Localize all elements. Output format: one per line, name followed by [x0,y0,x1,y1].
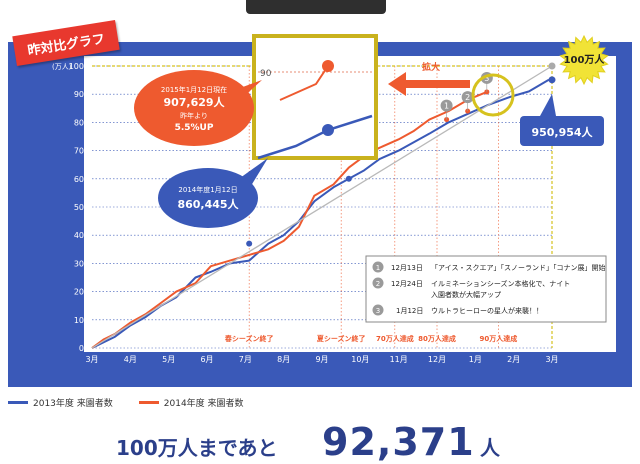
remaining-unit: 人 [480,436,500,460]
series-2013-endpoint [548,76,556,84]
goal-badge: 100万人 [559,34,609,86]
y-tick-label: 20 [74,288,84,297]
annotation-label: 80万人達成 [418,334,456,343]
y-tick-label: 50 [74,203,84,212]
callout-final-value: 950,954人 [531,125,593,139]
trend-line [91,65,553,349]
callout-2014: 2014年度1月12日 860,445人 [158,158,268,228]
legend-swatch [8,401,28,404]
legend-item-2014: 2014年度 来園者数 [138,396,244,409]
event-number: 1 [376,264,380,272]
callout-2014-value: 860,445人 [177,197,239,211]
x-tick-label: 3月 [85,355,98,364]
legend-item-2013: 2013年度 来園者数 [8,396,113,409]
event-date: 1月12日 [396,307,423,315]
x-tick-label: 5月 [162,355,175,364]
event-text: 「アイス・スクエア」「スノーランド」「コナン展」開始 [431,263,605,272]
y-tick-label: 10 [74,316,84,325]
zoom-line-2013 [257,114,373,160]
enlarge-arrow: 拡大 [388,61,470,96]
x-tick-label: 4月 [124,355,137,364]
y-tick-label: 30 [74,259,84,268]
x-tick-label: 3月 [545,355,558,364]
y-tick-label: 100 [69,62,84,71]
marker-number: 3 [484,74,489,83]
y-tick-label: 90 [74,90,84,99]
event-text: ウルトラヒーローの星人が来襲！！ [431,306,543,315]
event-text-continued: 入園者数が大幅アップ [431,290,501,299]
callout-2014-date: 2014年度1月12日 [178,185,237,194]
x-tick-label: 7月 [239,355,252,364]
legend-label: 2014年度 来園者数 [163,399,244,409]
zoom-circle [471,73,515,117]
x-tick-label: 9月 [315,355,328,364]
zoom-point-2014 [322,60,334,72]
event-number-icon [372,277,384,289]
event-number-icon [372,304,384,316]
callout-2015: 2015年1月12日現在 907,629人 昨年より 5.5%UP [134,70,262,146]
legend: 2013年度 来園者数 2014年度 来園者数 [8,396,244,409]
event-number-icon [372,261,384,273]
callout-2015-growth: 5.5%UP [175,123,214,133]
y-tick-label: 40 [74,231,84,240]
annotation-label: 夏シーズン終了 [316,334,366,343]
y-tick-label: 70 [74,147,84,156]
zoom-line-2014 [279,65,329,101]
zoom-point-2013 [322,124,334,136]
series-2014-line [91,91,488,349]
legend-label: 2013年度 来園者数 [33,399,113,409]
enlarge-label: 拡大 [422,61,440,73]
callout-2015-date: 2015年1月12日現在 [161,85,227,94]
marker-badge [440,99,453,112]
zoom-inset: 90 [252,34,378,160]
annotation-label: 70万人達成 [376,334,414,343]
series-2013-point [345,175,352,182]
y-tick-label: 80 [74,118,84,127]
marker-badge [461,91,474,104]
event-text: イルミネーションシーズン本格化で、ナイト [431,279,570,288]
remaining-banner: 100万人まであと 92,371 人 [0,414,640,464]
remaining-label: 100万人まであと [116,436,278,460]
event-number: 2 [376,280,380,288]
annotation-label: 春シーズン終了 [224,334,274,343]
marker-number: 1 [444,102,449,111]
x-tick-label: 11月 [390,355,408,364]
events-box: 1 12月13日 「アイス・スクエア」「スノーランド」「コナン展」開始 2 12… [365,255,607,323]
legend-swatch [138,401,159,404]
header-decoration [246,0,386,14]
zoom-tick-label: 90 [260,69,272,79]
callout-final: 950,954人 [520,94,604,146]
y-tick-label: 60 [74,175,84,184]
event-date: 12月13日 [391,264,423,272]
remaining-number: 92,371 [322,420,475,464]
event-number: 3 [376,307,380,315]
callout-2015-value: 907,629人 [163,95,225,109]
x-tick-label: 10月 [351,355,369,364]
x-tick-label: 6月 [200,355,213,364]
series-2013-point [246,240,253,247]
event-date: 12月24日 [391,280,423,288]
x-tick-label: 2月 [507,355,520,364]
marker-number: 2 [465,93,470,102]
goal-badge-text: 100万人 [564,53,606,66]
x-tick-label: 1月 [469,355,482,364]
x-tick-label: 8月 [277,355,290,364]
trend-endpoint [548,62,556,70]
chart-svg: 春シーズン終了 夏シーズン終了 70万人達成 80万人達成 90万人達成 1 2 3 0 10… [52,34,609,364]
y-unit-label: (万人) [52,63,72,71]
x-tick-label: 12月 [428,355,446,364]
annotation-label: 90万人達成 [479,334,517,343]
y-tick-label: 0 [79,344,84,353]
callout-2015-compare: 昨年より [180,111,208,120]
